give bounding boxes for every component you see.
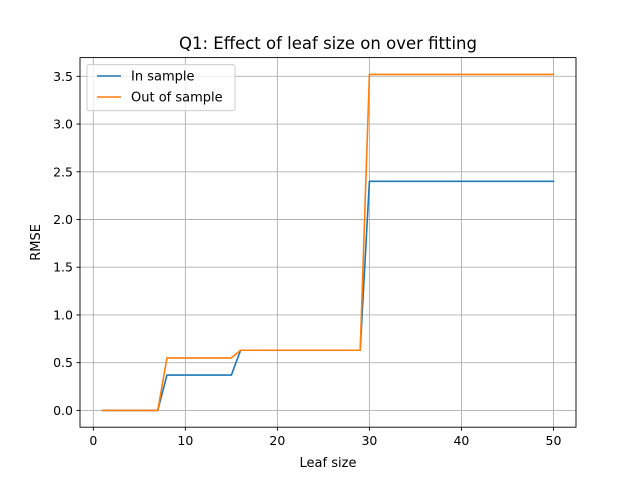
y-tick-label: 3.5 xyxy=(53,69,73,84)
legend-label-out-of-sample: Out of sample xyxy=(131,91,223,106)
x-tick-label: 40 xyxy=(453,433,469,448)
y-axis-label: RMSE xyxy=(29,224,44,261)
x-tick-label: 10 xyxy=(177,433,193,448)
y-tick-label: 0.5 xyxy=(53,355,73,370)
y-tick-label: 3.0 xyxy=(53,117,73,132)
plot-frame xyxy=(79,57,577,428)
y-tick-label: 1.5 xyxy=(53,260,73,275)
x-tick-label: 20 xyxy=(269,433,285,448)
series-layer xyxy=(101,73,555,412)
x-tick-label: 50 xyxy=(546,433,562,448)
y-tick-label: 2.5 xyxy=(53,164,73,179)
y-tick-label: 1.0 xyxy=(53,307,73,322)
x-tick-label: 30 xyxy=(361,433,377,448)
grid xyxy=(80,57,576,428)
chart-title: Q1: Effect of leaf size on over fitting xyxy=(179,34,477,53)
x-tick-label: 0 xyxy=(89,433,97,448)
x-axis-label: Leaf size xyxy=(300,456,357,471)
series-line-out-of-sample xyxy=(101,73,555,412)
legend-box xyxy=(86,64,236,112)
ticks: 0 10 20 30 40 50 0.0 0.5 1.0 1.5 2.0 2.5 3.0 3.5 xyxy=(53,69,561,448)
legend-label-in-sample: In sample xyxy=(131,70,194,85)
y-tick-label: 2.0 xyxy=(53,212,73,227)
legend: In sample Out of sample xyxy=(86,64,236,112)
y-tick-label: 0.0 xyxy=(53,403,73,418)
